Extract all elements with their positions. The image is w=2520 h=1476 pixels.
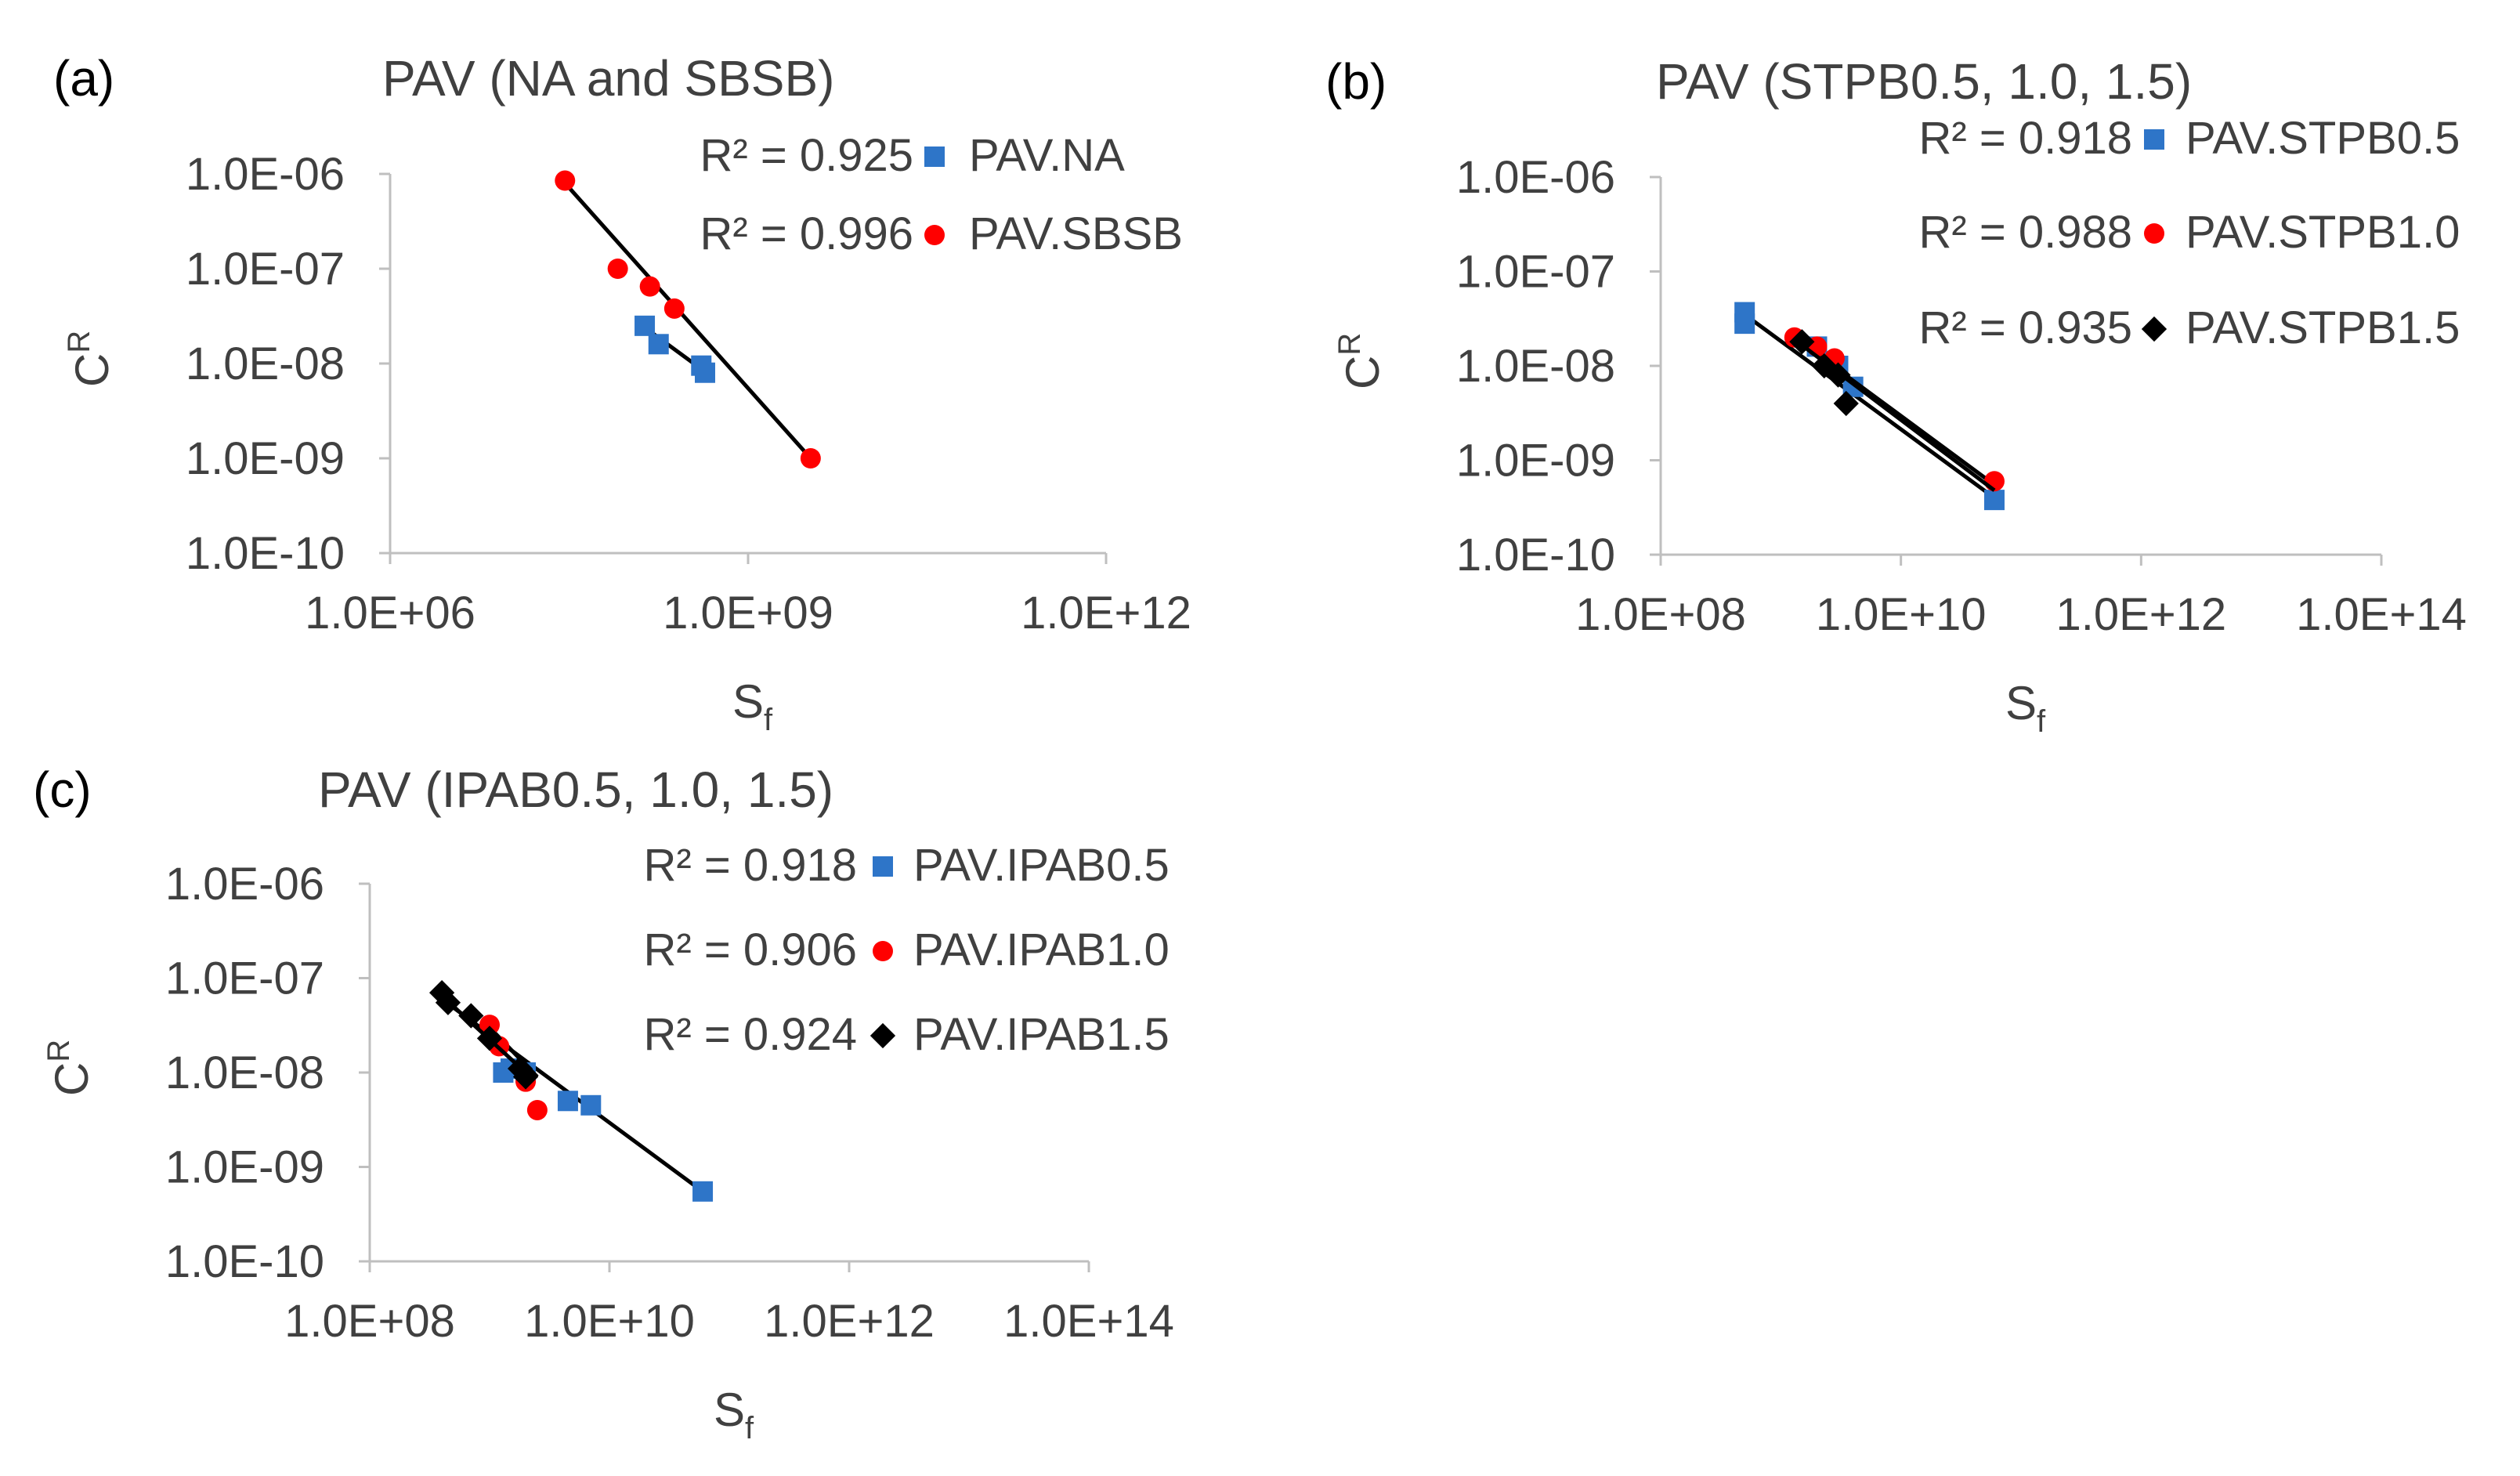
r-squared-label: R² = 0.918 <box>1919 113 2132 164</box>
chart-panel-a: (a) PAV (NA and SBSB) 1.0E-06 1.0E-07 1.0E-0… <box>53 50 1191 737</box>
panel-label: (a) <box>53 50 114 107</box>
y-tick-label: 1.0E-10 <box>1456 530 1615 581</box>
y-tick-label: 1.0E-08 <box>1456 341 1615 392</box>
series-PAV.IPAB0.5: R² = 0.918 PAV.IPAB0.5 <box>440 840 1170 1202</box>
data-point <box>1825 362 1851 388</box>
data-point <box>635 315 656 336</box>
data-point <box>526 1099 548 1120</box>
y-axis-title: CR <box>62 331 118 387</box>
data-point <box>800 448 821 468</box>
x-tick-label: 1.0E+12 <box>764 1296 935 1347</box>
series-PAV.NA: R² = 0.925 PAV.NA <box>635 130 1125 383</box>
data-point <box>557 1091 578 1112</box>
data-point <box>648 334 669 355</box>
y-tick-label: 1.0E-06 <box>1456 152 1615 203</box>
legend-marker <box>873 856 893 877</box>
legend-marker <box>873 941 893 961</box>
x-tick-label: 1.0E+08 <box>284 1296 455 1347</box>
y-tick-label: 1.0E-07 <box>165 953 324 1004</box>
x-tick-label: 1.0E+14 <box>2296 589 2467 640</box>
x-axis-title: Sf <box>714 1384 754 1445</box>
series-PAV.STPB1.5: R² = 0.935 PAV.STPB1.5 <box>1789 302 2460 492</box>
legend-entry: PAV.NA <box>969 130 1125 181</box>
legend-marker <box>870 1022 896 1049</box>
x-tick-label: 1.0E+10 <box>524 1296 695 1347</box>
legend-entry: PAV.STPB1.5 <box>2186 302 2460 353</box>
legend-marker <box>2144 223 2164 244</box>
r-squared-label: R² = 0.924 <box>644 1009 857 1060</box>
data-point <box>476 1026 503 1051</box>
data-point <box>479 1015 500 1036</box>
legend-entry: PAV.IPAB1.0 <box>913 924 1170 975</box>
y-tick-label: 1.0E-06 <box>165 859 324 910</box>
trendline <box>1743 313 1996 500</box>
r-squared-label: R² = 0.906 <box>644 924 857 975</box>
data-point <box>1983 490 2005 511</box>
y-tick-label: 1.0E-09 <box>1456 436 1615 487</box>
legend-entry: PAV.SBSB <box>969 208 1183 259</box>
data-point <box>694 362 715 383</box>
x-axis-title: Sf <box>732 675 773 737</box>
legend-marker <box>2141 316 2167 342</box>
legend-marker <box>924 147 945 167</box>
data-point <box>692 1181 714 1202</box>
legend-marker <box>924 225 945 245</box>
data-point <box>1833 390 1859 417</box>
r-squared-label: R² = 0.988 <box>1919 207 2132 258</box>
series-PAV.STPB0.5: R² = 0.918 PAV.STPB0.5 <box>1734 113 2460 511</box>
x-tick-label: 1.0E+08 <box>1575 589 1746 640</box>
y-tick-label: 1.0E-10 <box>165 1236 324 1287</box>
chart-title: PAV (NA and SBSB) <box>382 50 834 107</box>
chart-title: PAV (IPAB0.5, 1.0, 1.5) <box>318 762 833 818</box>
legend-entry: PAV.STPB0.5 <box>2186 113 2460 164</box>
data-point <box>639 276 660 297</box>
trendline <box>563 182 812 460</box>
y-tick-label: 1.0E-07 <box>1456 247 1615 298</box>
y-tick-label: 1.0E-07 <box>186 244 345 295</box>
legend-entry: PAV.STPB1.0 <box>2186 207 2460 258</box>
x-axis-title: Sf <box>2005 677 2046 739</box>
data-point <box>607 259 628 279</box>
x-tick-label: 1.0E+06 <box>305 588 475 639</box>
x-tick-label: 1.0E+12 <box>2055 589 2226 640</box>
x-tick-label: 1.0E+09 <box>663 588 833 639</box>
y-tick-label: 1.0E-09 <box>165 1142 324 1193</box>
chart-panel-c: (c) PAV (IPAB0.5, 1.0, 1.5) 1.0E-06 1.0E-07… <box>33 762 1174 1445</box>
data-point <box>663 298 685 319</box>
r-squared-label: R² = 0.925 <box>700 130 913 181</box>
panel-label: (b) <box>1325 53 1387 110</box>
data-point <box>458 1003 484 1029</box>
series-PAV.SBSB: R² = 0.996 PAV.SBSB <box>555 170 1183 468</box>
r-squared-label: R² = 0.935 <box>1919 302 2132 353</box>
chart-title: PAV (STPB0.5, 1.0, 1.5) <box>1656 53 2192 110</box>
series-PAV.IPAB1.0: R² = 0.906 PAV.IPAB1.0 <box>479 924 1170 1120</box>
data-point <box>507 1055 533 1082</box>
panel-label: (c) <box>33 762 92 818</box>
data-point <box>555 170 576 191</box>
data-point <box>1734 313 1755 335</box>
x-tick-label: 1.0E+14 <box>1003 1296 1174 1347</box>
y-tick-label: 1.0E-06 <box>186 149 345 200</box>
x-tick-label: 1.0E+10 <box>1816 589 1987 640</box>
legend-marker <box>2144 129 2164 150</box>
r-squared-label: R² = 0.996 <box>700 208 913 259</box>
y-axis-title: CR <box>42 1040 98 1096</box>
x-tick-label: 1.0E+12 <box>1021 588 1191 639</box>
y-tick-label: 1.0E-10 <box>186 528 345 579</box>
data-point <box>580 1094 602 1116</box>
legend-entry: PAV.IPAB0.5 <box>913 840 1170 891</box>
y-axis-title: CR <box>1332 333 1389 389</box>
data-point <box>512 1064 539 1090</box>
chart-panel-b: (b) PAV (STPB0.5, 1.0, 1.5) 1.0E-06 1.0E-07… <box>1325 53 2467 739</box>
y-tick-label: 1.0E-08 <box>186 338 345 389</box>
y-tick-label: 1.0E-08 <box>165 1047 324 1098</box>
data-point <box>435 989 461 1015</box>
y-tick-label: 1.0E-09 <box>186 433 345 484</box>
r-squared-label: R² = 0.918 <box>644 840 857 891</box>
data-point <box>1789 329 1815 355</box>
series-PAV.STPB1.0: R² = 0.988 PAV.STPB1.0 <box>1784 207 2460 492</box>
series-PAV.IPAB1.5: R² = 0.924 PAV.IPAB1.5 <box>428 980 1170 1090</box>
legend-entry: PAV.IPAB1.5 <box>913 1009 1170 1060</box>
